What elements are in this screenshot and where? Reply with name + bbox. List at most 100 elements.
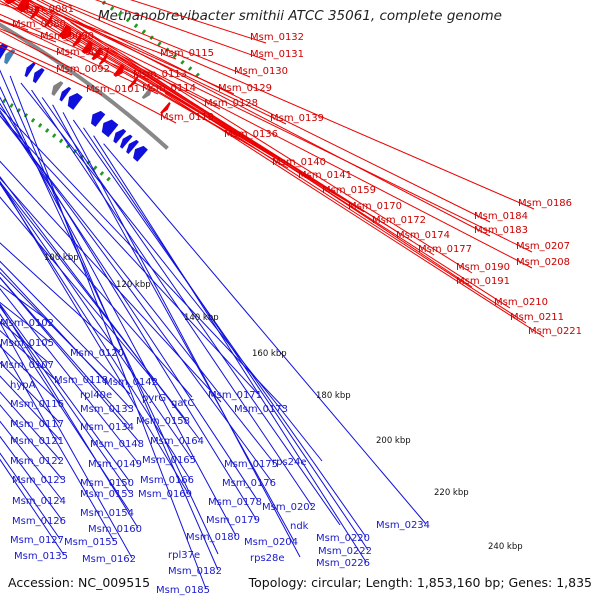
- reverse-gene: [126, 139, 139, 155]
- inner-label-connector: [0, 115, 259, 395]
- gene-label-inner: Msm_0155: [64, 537, 118, 548]
- gene-label-outer: Msm_0115: [160, 48, 214, 59]
- gene-label-outer: Msm_0191: [456, 276, 510, 287]
- gene-label-outer: Msm_0210: [494, 297, 548, 308]
- gene-label-inner: Msm_0171: [208, 390, 262, 401]
- gene-label-outer: Msm_0140: [272, 157, 326, 168]
- inner-label-connector: [0, 107, 285, 409]
- gene-label-outer: Msm_0129: [218, 83, 272, 94]
- gene-label-inner: Msm_0118: [54, 375, 108, 386]
- gene-label-inner: pyrG: [142, 393, 166, 404]
- gene-label-inner: Msm_0165: [142, 455, 196, 466]
- forward-gene: [160, 102, 171, 114]
- gene-label-outer: Msm_0177: [418, 244, 472, 255]
- gene-label-inner: Msm_0160: [88, 524, 142, 535]
- gene-label-inner: Msm_0150: [80, 478, 134, 489]
- gc-mark-inner: [44, 128, 50, 133]
- gene-label-inner: Msm_0153: [80, 489, 134, 500]
- gene-label-inner: Msm_0105: [0, 338, 54, 349]
- outer-label-connector: [0, 30, 177, 124]
- inner-label-connector: [0, 96, 237, 537]
- inner-label-connector: [0, 242, 121, 353]
- gene-label-inner: Msm_0117: [10, 419, 64, 430]
- gene-label-inner: hypA: [10, 380, 36, 391]
- reverse-gene: [119, 134, 133, 149]
- gene-label-outer: Msm_0136: [224, 129, 278, 140]
- gc-mark-outer: [117, 11, 123, 17]
- gene-label-outer: Msm_0159: [322, 185, 376, 196]
- inner-label-connector: [0, 321, 133, 559]
- gc-mark-outer: [187, 66, 193, 71]
- gene-label-inner: Msm_0158: [136, 416, 190, 427]
- inner-label-connector: [93, 135, 367, 563]
- outer-label-connector: [0, 18, 159, 95]
- gc-mark-outer: [141, 29, 147, 35]
- gene-label-outer: Msm_0080: [12, 19, 66, 30]
- gene-label-outer: Msm_0190: [456, 262, 510, 273]
- gc-mark-outer: [172, 53, 178, 59]
- label-connectors: [0, 0, 545, 590]
- gc-mark-inner: [30, 117, 36, 123]
- gc-mark-inner: [2, 98, 7, 104]
- inner-label-connector: [31, 89, 313, 507]
- inner-label-connector: [72, 119, 367, 538]
- gene-label-inner: Msm_0162: [82, 554, 136, 565]
- reverse-gene: [51, 81, 64, 97]
- inner-label-connector: [0, 303, 131, 483]
- gene-label-inner: Msm_0169: [138, 489, 192, 500]
- outer-label-connector: [27, 0, 287, 125]
- scale-ticks: 100 kbp 120 kbp 140 kbp 160 kbp 180 kbp 200 k…: [44, 253, 523, 552]
- outer-label-connector: [127, 63, 511, 309]
- gene-label-outer: Msm_0119: [160, 112, 214, 123]
- inner-label-connector: [0, 109, 259, 502]
- reverse-gene: [113, 128, 127, 144]
- inner-label-connector: [0, 180, 189, 494]
- reverse-gene: [90, 110, 106, 127]
- scale-tick-label: 140 kbp: [184, 313, 219, 323]
- gene-label-inner: Msm_0122: [10, 456, 64, 467]
- gene-label-inner: Msm_0121: [10, 436, 64, 447]
- gene-label-outer: Msm_0090: [40, 31, 94, 42]
- gc-mark-inner: [99, 171, 105, 176]
- scale-tick-label: 220 kbp: [434, 488, 469, 498]
- gene-label-inner: Msm_0124: [12, 496, 66, 507]
- inner-label-connector: [0, 277, 141, 444]
- gc-mark-outer: [157, 41, 162, 47]
- gene-label-inner: Msm_0222: [318, 546, 372, 557]
- gene-label-inner: Msm_0176: [222, 478, 276, 489]
- outer-label-connector: [51, 0, 535, 210]
- outer-label-connector: [0, 13, 150, 81]
- gene-label-inner: Msm_0154: [80, 508, 134, 519]
- inner-label-connector: [0, 305, 131, 494]
- gene-label-inner: rpl37e: [168, 550, 200, 561]
- inner-label-connector: [0, 271, 105, 380]
- gc-mark-outer: [109, 6, 115, 11]
- reverse-gene: [101, 119, 119, 138]
- gene-label-inner: Msm_0135: [14, 551, 68, 562]
- gene-label-inner: rps28e: [250, 553, 285, 564]
- gene-label-inner: Msm_0226: [316, 558, 370, 569]
- gene-label-inner: Msm_0134: [80, 422, 134, 433]
- reverse-gene: [133, 145, 148, 162]
- outer-label-connector: [109, 49, 533, 269]
- inner-label-connector: [83, 127, 369, 551]
- reverse-gene: [24, 62, 36, 78]
- gene-label-inner: Msm_0116: [10, 399, 64, 410]
- gene-label-inner: Msm_0123: [12, 475, 66, 486]
- gene-label-inner: Msm_0127: [10, 535, 64, 546]
- gene-label-inner: Msm_0126: [12, 516, 66, 527]
- reverse-gene: [59, 86, 72, 102]
- gene-label-inner: Msm_0182: [168, 566, 222, 577]
- outer-label-connector: [35, 0, 491, 237]
- gc-mark-inner: [58, 138, 64, 144]
- reverse-gene: [67, 92, 83, 110]
- inner-label-connector: [0, 102, 257, 520]
- gene-label-outer: Msm_0170: [348, 201, 402, 212]
- inner-label-connector: [0, 458, 65, 556]
- gene-label-outer: Msm_0174: [396, 230, 450, 241]
- outer-label-connector: [40, 0, 491, 223]
- outer-label-connector: [70, 21, 473, 288]
- reverse-gene: [32, 68, 45, 84]
- backbone-arc: [0, 22, 169, 150]
- gc-mark-inner: [51, 133, 57, 138]
